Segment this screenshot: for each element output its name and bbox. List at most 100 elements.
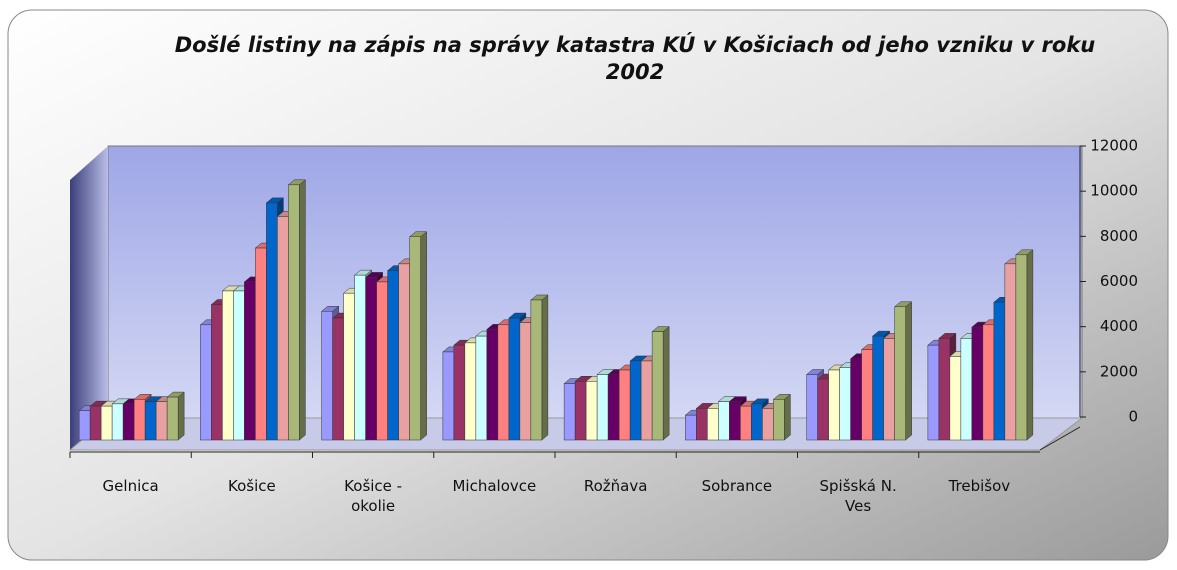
bar <box>464 342 477 441</box>
bar-side <box>784 393 791 441</box>
bar <box>277 216 289 441</box>
bar <box>773 399 785 441</box>
bar <box>111 403 124 441</box>
bar <box>585 381 598 441</box>
x-tick-label: Košice <box>228 477 276 495</box>
bar <box>740 405 752 441</box>
bar <box>1004 263 1017 441</box>
bar <box>872 335 884 441</box>
y-tick-label: 12000 <box>1090 137 1138 155</box>
x-tick-label: Spišská N. Ves <box>819 477 897 515</box>
bar <box>453 344 466 441</box>
bar <box>508 317 521 441</box>
bar <box>993 301 1006 441</box>
bar-side <box>905 301 912 441</box>
bar <box>387 270 399 441</box>
bar <box>629 360 642 441</box>
bar <box>475 335 488 441</box>
bar-side <box>177 391 185 441</box>
x-tick-label: Trebišov <box>948 477 1011 495</box>
bar <box>288 184 300 441</box>
bar-side <box>541 294 549 441</box>
bar <box>222 290 234 441</box>
bar <box>409 236 421 441</box>
bar <box>563 383 576 441</box>
y-tick-label: 0 <box>1128 408 1138 426</box>
bar <box>530 299 543 441</box>
y-tick-label: 10000 <box>1090 182 1138 200</box>
bar <box>640 360 653 441</box>
bar-side <box>420 231 427 441</box>
x-tick-label: Sobrance <box>701 477 773 495</box>
bar <box>244 281 256 441</box>
bar <box>817 378 829 441</box>
bar <box>266 202 278 441</box>
bar <box>596 374 609 441</box>
y-tick-label: 6000 <box>1100 272 1138 290</box>
x-tick-label: Rožňava <box>583 477 648 495</box>
bar <box>850 358 862 441</box>
bar <box>100 405 113 441</box>
bar <box>883 338 895 441</box>
bar <box>894 306 906 441</box>
bar <box>982 324 995 441</box>
bar <box>78 410 91 441</box>
chart-title: Došlé listiny na zápis na správy katastr… <box>174 33 1096 84</box>
bar <box>398 263 410 441</box>
bar <box>839 367 851 441</box>
bar-side <box>299 179 306 441</box>
bar <box>486 329 499 441</box>
x-tick-label: Košice - okolie <box>344 477 403 515</box>
bar <box>376 281 388 441</box>
bar <box>927 344 940 441</box>
bar <box>685 414 697 441</box>
y-tick-label: 2000 <box>1100 362 1138 380</box>
bar-side <box>1026 249 1034 441</box>
bar <box>200 324 212 441</box>
bar <box>1015 254 1028 441</box>
bar <box>806 374 818 441</box>
bar <box>442 351 455 441</box>
bar <box>519 322 532 441</box>
bar <box>321 311 333 441</box>
bar <box>233 290 245 441</box>
bar <box>651 331 664 441</box>
bar <box>133 399 146 441</box>
bar <box>211 304 223 441</box>
bar <box>155 401 168 441</box>
bar <box>751 403 763 441</box>
bar <box>166 396 179 441</box>
bar <box>332 317 344 441</box>
x-tick-label: Gelnica <box>102 477 159 495</box>
x-tick-label: Michalovce <box>452 477 537 495</box>
bar <box>618 369 631 441</box>
bar <box>949 356 962 441</box>
bar <box>89 405 102 441</box>
bar <box>607 374 620 441</box>
bar <box>255 247 267 441</box>
bar <box>497 324 510 441</box>
bar <box>574 381 587 441</box>
bar <box>729 401 741 441</box>
floor-edge <box>1039 426 1081 451</box>
bar <box>122 403 135 441</box>
bar <box>718 401 730 441</box>
bar <box>354 274 366 441</box>
y-tick-label: 4000 <box>1100 317 1138 335</box>
bar <box>707 408 719 441</box>
bar <box>828 369 840 441</box>
bar <box>343 292 355 441</box>
bar <box>365 277 377 441</box>
side-wall <box>70 146 108 450</box>
bar <box>960 338 973 441</box>
bar-side <box>662 326 670 441</box>
bar <box>861 349 873 441</box>
y-tick-label: 8000 <box>1100 227 1138 245</box>
bar <box>696 408 708 441</box>
bar <box>938 338 951 441</box>
bar <box>971 326 984 441</box>
bar <box>144 401 157 441</box>
bar <box>762 408 774 441</box>
